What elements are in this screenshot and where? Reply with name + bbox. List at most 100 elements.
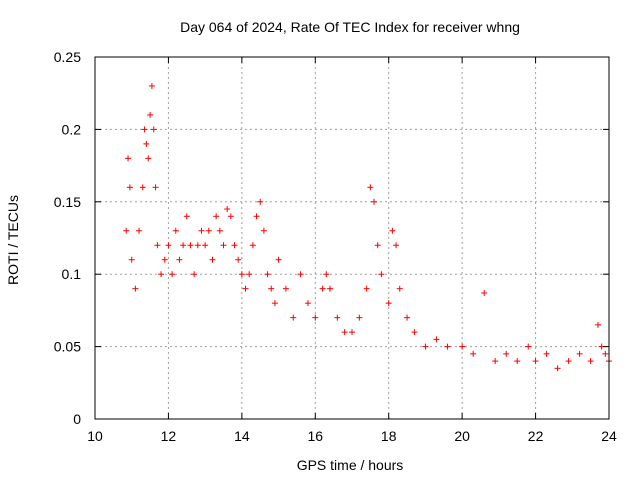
data-point <box>444 343 451 350</box>
data-point <box>216 227 223 234</box>
data-point <box>481 290 488 297</box>
data-point <box>374 242 381 249</box>
data-point <box>139 184 146 191</box>
data-point <box>275 256 282 263</box>
data-point <box>525 343 532 350</box>
data-point <box>393 242 400 249</box>
data-point <box>290 314 297 321</box>
data-point <box>282 285 289 292</box>
grid-lines <box>95 57 609 419</box>
data-point <box>238 271 245 278</box>
y-tick-label: 0.15 <box>54 194 81 210</box>
data-point <box>176 256 183 263</box>
data-point <box>194 242 201 249</box>
data-point <box>141 126 148 133</box>
data-point <box>231 242 238 249</box>
x-tick-label: 14 <box>234 428 250 444</box>
y-tick-label: 0 <box>73 411 81 427</box>
data-point <box>126 184 133 191</box>
data-point <box>128 256 135 263</box>
data-point <box>565 358 572 365</box>
data-point <box>411 329 418 336</box>
data-point <box>587 358 594 365</box>
data-point <box>326 285 333 292</box>
data-point <box>576 350 583 357</box>
data-point <box>594 321 601 328</box>
axis-ticks <box>94 56 610 420</box>
data-point <box>492 358 499 365</box>
data-point <box>503 350 510 357</box>
chart-title: Day 064 of 2024, Rate Of TEC Index for r… <box>180 19 520 35</box>
plot-frame <box>94 56 610 420</box>
data-point <box>319 285 326 292</box>
x-tick-label: 24 <box>601 428 617 444</box>
data-point <box>209 256 216 263</box>
data-point <box>422 343 429 350</box>
data-point <box>165 242 172 249</box>
data-point <box>235 256 242 263</box>
data-point <box>323 271 330 278</box>
data-point <box>433 336 440 343</box>
data-point <box>349 329 355 336</box>
x-tick-label: 22 <box>528 428 544 444</box>
data-points <box>123 82 612 372</box>
data-point <box>385 300 392 307</box>
data-point <box>183 213 190 220</box>
data-point <box>125 155 132 162</box>
data-point <box>132 285 139 292</box>
x-tick-label: 12 <box>161 428 177 444</box>
data-point <box>371 198 378 205</box>
data-point <box>143 140 150 147</box>
data-point <box>161 256 168 263</box>
data-point <box>187 242 194 249</box>
data-point <box>363 285 370 292</box>
data-point <box>154 242 161 249</box>
data-point <box>334 314 341 321</box>
data-point <box>304 300 311 307</box>
tick-labels: 10 12 14 16 18 20 22 24 0 0.05 0.1 0.15 0.2 0.25 <box>54 49 617 444</box>
data-point <box>271 300 278 307</box>
data-point <box>220 242 227 249</box>
data-point <box>396 285 403 292</box>
data-point <box>172 227 179 234</box>
data-point <box>191 271 198 278</box>
data-point <box>224 206 231 213</box>
data-point <box>202 242 209 249</box>
data-point <box>268 285 275 292</box>
data-point <box>312 314 319 321</box>
data-point <box>180 242 187 249</box>
y-tick-label: 0.2 <box>62 121 82 137</box>
data-point <box>260 227 267 234</box>
data-point <box>404 314 411 321</box>
data-point <box>602 350 609 357</box>
x-tick-label: 16 <box>307 428 323 444</box>
x-axis-label: GPS time / hours <box>297 457 404 473</box>
data-point <box>470 350 477 357</box>
data-point <box>543 350 550 357</box>
x-tick-label: 10 <box>87 428 103 444</box>
data-point <box>147 111 154 118</box>
data-point <box>145 155 152 162</box>
data-point <box>389 227 396 234</box>
data-point <box>213 213 220 220</box>
data-point <box>264 271 271 278</box>
data-point <box>246 271 253 278</box>
data-point <box>198 227 205 234</box>
y-tick-label: 0.1 <box>62 266 82 282</box>
data-point <box>148 82 155 89</box>
data-point <box>249 242 256 249</box>
data-point <box>297 271 304 278</box>
data-point <box>341 329 348 336</box>
x-tick-label: 20 <box>454 428 470 444</box>
data-point <box>227 213 234 220</box>
x-tick-label: 18 <box>381 428 397 444</box>
data-point <box>367 184 374 191</box>
data-point <box>459 343 466 350</box>
y-tick-label: 0.25 <box>54 49 81 65</box>
data-point <box>356 314 363 321</box>
data-point <box>257 198 264 205</box>
data-point <box>242 285 249 292</box>
y-axis-label: ROTI / TECUs <box>5 195 21 285</box>
data-point <box>169 271 176 278</box>
